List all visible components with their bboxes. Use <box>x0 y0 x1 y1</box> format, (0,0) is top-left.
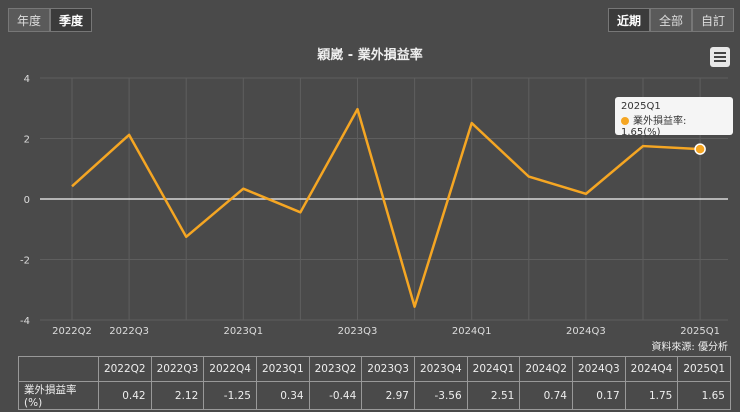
table-cell: 2.97 <box>361 381 415 410</box>
data-source: 資料來源: 優分析 <box>651 342 728 353</box>
x-tick-label: 2022Q3 <box>109 326 149 337</box>
table-cell: 0.42 <box>97 381 152 410</box>
hamburger-menu-icon[interactable] <box>710 47 730 67</box>
range-toggle: 近期 全部 自訂 <box>607 8 734 32</box>
x-tick-label: 2024Q3 <box>566 326 606 337</box>
table-header-cell: 2024Q3 <box>571 356 626 382</box>
chart-title: 穎崴 - 業外損益率 <box>317 48 423 63</box>
table-header-cell: 2025Q1 <box>677 356 731 382</box>
x-tick-label: 2025Q1 <box>680 326 720 337</box>
table-cell: 0.74 <box>519 381 573 410</box>
table-header-cell: 2023Q4 <box>413 356 468 382</box>
y-tick-label: 0 <box>24 195 30 206</box>
table-cell: -1.25 <box>203 381 257 410</box>
tooltip-value: 業外損益率: 1.65(%) <box>621 112 727 138</box>
table-row-label: 業外損益率(%) <box>18 381 99 410</box>
period-type-toggle: 年度 季度 <box>8 8 93 32</box>
table-cell: 0.34 <box>255 381 310 410</box>
table-header-cell: 2024Q1 <box>466 356 521 382</box>
tooltip-period: 2025Q1 <box>621 101 661 112</box>
table-header-cell: 2022Q2 <box>97 356 152 382</box>
tooltip: 2025Q1 業外損益率: 1.65(%) <box>615 97 733 138</box>
table-cell: 2.12 <box>150 381 205 410</box>
table-header-cell: 2022Q4 <box>203 356 257 382</box>
table-header-row: 2022Q2 2022Q3 2022Q4 2023Q1 2023Q2 2023Q3 2023… <box>18 356 731 382</box>
data-point <box>694 143 706 155</box>
table-cell: -0.44 <box>308 381 363 410</box>
series-dot-icon <box>621 117 629 125</box>
y-tick-label: 2 <box>24 135 30 146</box>
table-cell: 1.65 <box>677 381 731 410</box>
recent-button[interactable]: 近期 <box>607 8 650 32</box>
table-header-cell: 2022Q3 <box>150 356 205 382</box>
table-header-cell: 2023Q1 <box>255 356 310 382</box>
data-table: 2022Q2 2022Q3 2022Q4 2023Q1 2023Q2 2023Q3 2023… <box>18 356 731 410</box>
x-tick-label: 2023Q3 <box>338 326 378 337</box>
x-tick-label: 2024Q1 <box>452 326 492 337</box>
table-corner <box>18 356 99 382</box>
table-row: 業外損益率(%) 0.42 2.12 -1.25 0.34 -0.44 2.97 -3.56… <box>18 381 731 410</box>
table-cell: 2.51 <box>466 381 521 410</box>
table-header-cell: 2023Q2 <box>308 356 363 382</box>
y-tick-label: -4 <box>20 316 30 327</box>
all-button[interactable]: 全部 <box>649 8 692 32</box>
y-tick-label: -2 <box>20 256 30 267</box>
table-header-cell: 2023Q3 <box>361 356 415 382</box>
annual-button[interactable]: 年度 <box>8 8 51 32</box>
table-cell: 1.75 <box>624 381 679 410</box>
table-cell: 0.17 <box>571 381 626 410</box>
y-tick-label: 4 <box>24 74 30 85</box>
table-header-cell: 2024Q4 <box>624 356 679 382</box>
custom-button[interactable]: 自訂 <box>691 8 734 32</box>
x-tick-label: 2022Q2 <box>52 326 92 337</box>
quarterly-button[interactable]: 季度 <box>50 8 93 32</box>
line-chart: 4 2 0 -2 -4 2022Q2 2022Q3 2023Q1 2023Q3 2024Q1 202… <box>20 74 728 337</box>
x-tick-label: 2023Q1 <box>223 326 263 337</box>
tooltip-text: 業外損益率: 1.65(%) <box>621 116 687 138</box>
series-line <box>71 107 701 308</box>
table-cell: -3.56 <box>413 381 468 410</box>
table-header-cell: 2024Q2 <box>519 356 573 382</box>
